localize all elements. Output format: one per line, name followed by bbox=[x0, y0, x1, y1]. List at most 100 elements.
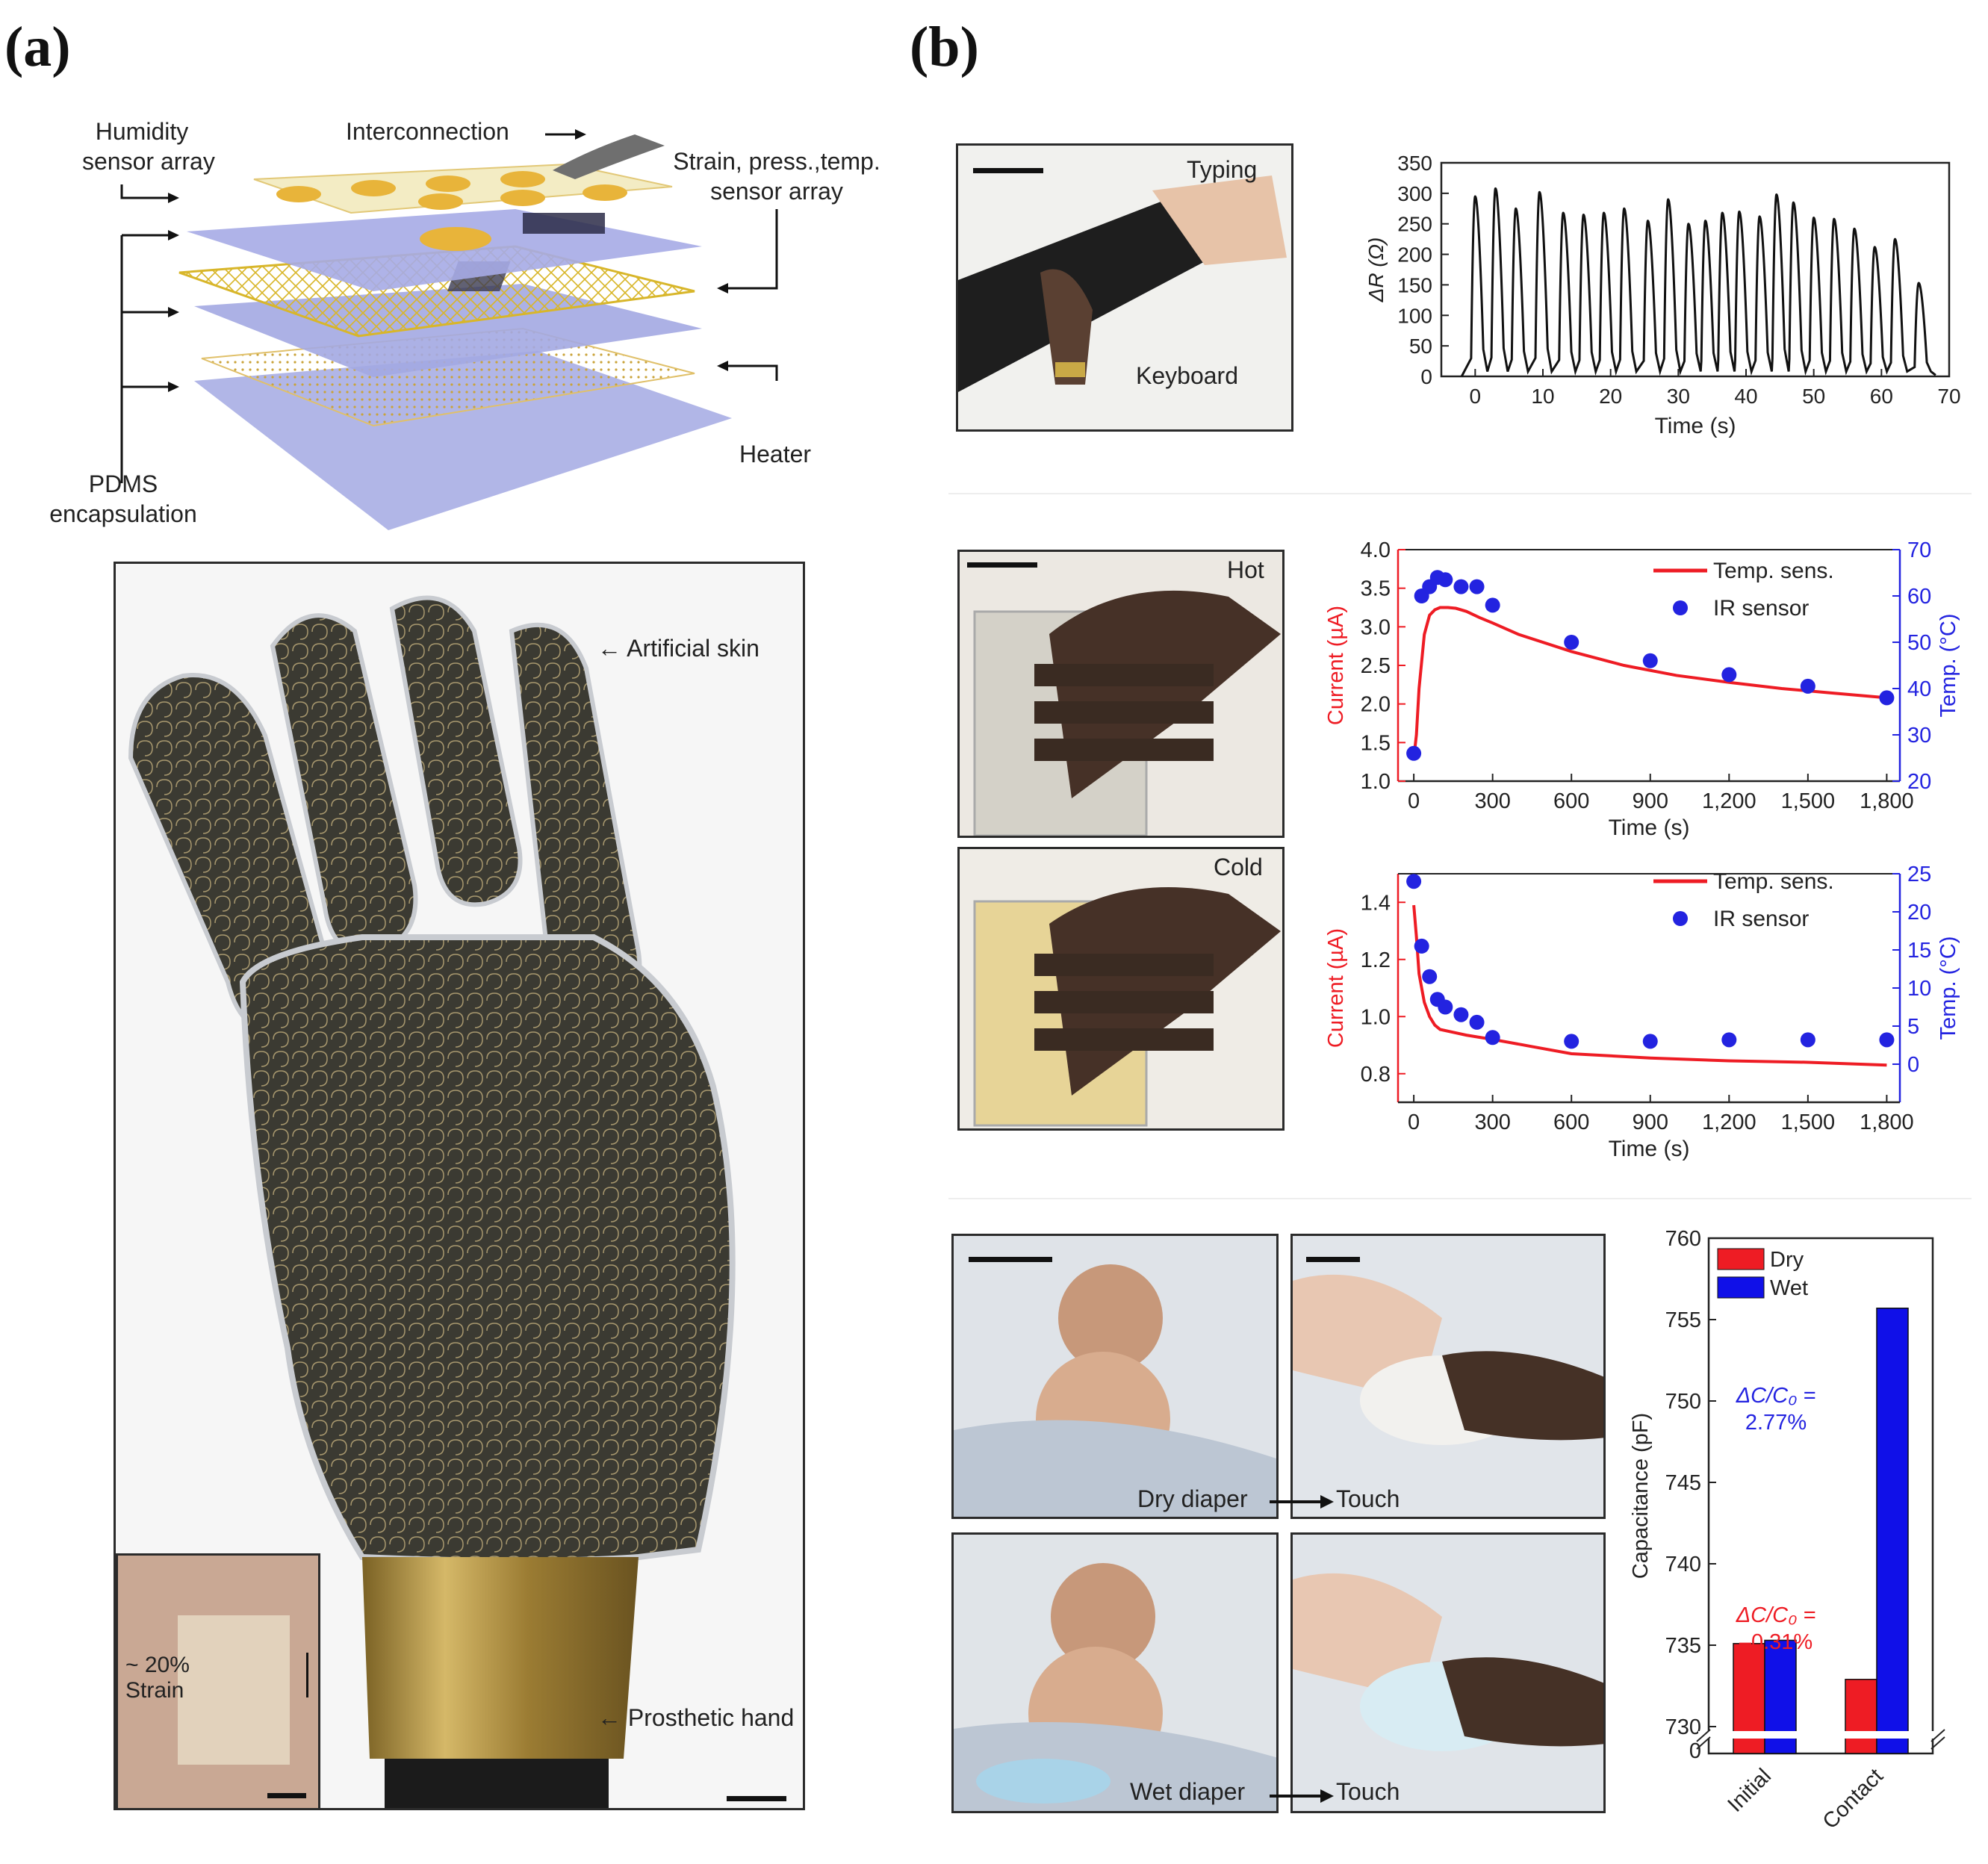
axis-break-band bbox=[1698, 1731, 1943, 1739]
humidity-label: Humidity sensor array bbox=[82, 118, 215, 175]
y-right-tick-label: 15 bbox=[1907, 939, 1931, 963]
wet-touch-arrow bbox=[1270, 1789, 1334, 1803]
bar-dry-contact bbox=[1845, 1679, 1877, 1754]
layer-stack-diagram bbox=[120, 129, 778, 530]
heater-label: Heater bbox=[739, 441, 812, 467]
ir-sensor-point bbox=[1564, 635, 1579, 650]
legend-wet-label: Wet bbox=[1770, 1276, 1808, 1300]
y-tick-label: 1.4 bbox=[1361, 891, 1391, 915]
x-axis-label: Time (s) bbox=[1609, 1137, 1690, 1161]
x-axis-label: Time (s) bbox=[1655, 414, 1736, 438]
x-tick-label: 0 bbox=[1470, 385, 1482, 408]
ir-sensor-point bbox=[1564, 1034, 1579, 1049]
diaper-scalebar-1 bbox=[969, 1257, 1052, 1262]
plot-frame bbox=[1440, 161, 1951, 378]
y-tick-label: 760 bbox=[1665, 1227, 1701, 1251]
annotation-dry-delta: ΔC/C₀ = bbox=[1736, 1603, 1816, 1627]
ir-sensor-point bbox=[1438, 572, 1453, 588]
x-tick-label: 1,200 bbox=[1702, 1110, 1756, 1134]
x-tick-label: 40 bbox=[1734, 385, 1757, 408]
x-tick-label: 1,200 bbox=[1702, 789, 1756, 813]
touch-bottom-label: Touch bbox=[1336, 1778, 1400, 1805]
y-right-axis-label: Temp. (°C) bbox=[1936, 936, 1960, 1040]
y-tick-label: 1.0 bbox=[1361, 770, 1391, 794]
y-tick-label: 740 bbox=[1665, 1553, 1701, 1576]
y-right-tick-label: 0 bbox=[1907, 1053, 1919, 1077]
legend-ir-sensor-swatch bbox=[1673, 911, 1688, 926]
ir-sensor-point bbox=[1800, 678, 1815, 694]
y-tick-label: 50 bbox=[1409, 335, 1432, 358]
x-tick-label: 70 bbox=[1937, 385, 1960, 408]
dry-touch-photo: Touch bbox=[1290, 1234, 1606, 1519]
ir-sensor-point bbox=[1642, 653, 1658, 668]
y-tick-label: 1.2 bbox=[1361, 948, 1391, 972]
strain-sensor-label: Strain, press.,temp. sensor array bbox=[673, 148, 880, 205]
typing-scalebar bbox=[973, 168, 1043, 173]
y-right-tick-label: 40 bbox=[1907, 677, 1931, 701]
y-tick-label: 735 bbox=[1665, 1634, 1701, 1658]
x-tick-label: 50 bbox=[1802, 385, 1825, 408]
x-tick-label: 300 bbox=[1474, 1110, 1510, 1134]
y-tick-label: 0.8 bbox=[1361, 1063, 1391, 1087]
prosthetic-hand-photo: ~ 20% Strain bbox=[114, 562, 805, 1810]
y-right-tick-label: 60 bbox=[1907, 585, 1931, 609]
ir-sensor-point bbox=[1469, 579, 1485, 594]
x-tick-label: 1,500 bbox=[1781, 789, 1836, 813]
ir-sensor-point bbox=[1721, 1032, 1737, 1048]
x-tick-label: 900 bbox=[1633, 1110, 1668, 1134]
bar-wet-contact bbox=[1876, 1307, 1909, 1754]
legend-dry-label: Dry bbox=[1770, 1248, 1804, 1272]
hand-scalebar bbox=[727, 1796, 786, 1801]
ir-sensor-point bbox=[1453, 579, 1469, 594]
temp-sens-series-line bbox=[1412, 606, 1887, 759]
inset-strain-label: ~ 20% Strain bbox=[125, 1653, 190, 1703]
ir-sensor-point bbox=[1485, 1030, 1500, 1046]
dry-diaper-doll-photo: Dry diaper bbox=[951, 1234, 1279, 1519]
x-tick-label: Initial bbox=[1723, 1764, 1776, 1817]
y-tick-label: 300 bbox=[1397, 182, 1432, 205]
plot-frame bbox=[1707, 1237, 1934, 1755]
diaper-scalebar-2 bbox=[1306, 1257, 1360, 1262]
axis-break-mark bbox=[1930, 1736, 1945, 1750]
y-tick-label: 0 bbox=[1420, 365, 1432, 388]
ir-sensor-point bbox=[1642, 1034, 1658, 1049]
y-axis-label: Current (µA) bbox=[1324, 928, 1348, 1048]
keyboard-label: Keyboard bbox=[1136, 362, 1238, 389]
y-tick-label: 755 bbox=[1665, 1308, 1701, 1332]
ir-sensor-point bbox=[1422, 969, 1438, 984]
inset-scalebar bbox=[267, 1793, 306, 1798]
ir-sensor-point bbox=[1721, 667, 1737, 683]
panel-label-b: (b) bbox=[910, 16, 979, 78]
y-right-tick-label: 10 bbox=[1907, 977, 1931, 1001]
y-tick-label: 1.5 bbox=[1361, 731, 1391, 755]
x-tick-label: 600 bbox=[1553, 1110, 1589, 1134]
ir-sensor-point bbox=[1438, 999, 1453, 1015]
x-tick-label: Contact bbox=[1818, 1764, 1888, 1833]
y-tick-label: 750 bbox=[1665, 1390, 1701, 1414]
legend-dry-swatch bbox=[1717, 1248, 1765, 1270]
hot-photo: Hot bbox=[957, 550, 1285, 838]
legend-temp-sens-label: Temp. sens. bbox=[1713, 869, 1834, 894]
legend-ir-sensor-label: IR sensor bbox=[1713, 596, 1809, 621]
touch-top-label: Touch bbox=[1336, 1485, 1400, 1512]
resistance-series-line bbox=[1460, 187, 1936, 377]
x-tick-label: 10 bbox=[1531, 385, 1554, 408]
y-tick-label: 250 bbox=[1397, 213, 1432, 236]
y-axis-label: ΔR (Ω) bbox=[1364, 237, 1388, 303]
axis-break-mark bbox=[1930, 1729, 1945, 1742]
hot-scalebar bbox=[967, 562, 1037, 568]
y-tick-label: 3.0 bbox=[1361, 615, 1391, 639]
y-axis-label: Capacitance (pF) bbox=[1629, 1413, 1653, 1579]
legend-ir-sensor-label: IR sensor bbox=[1713, 907, 1809, 931]
dry-touch-arrow bbox=[1270, 1495, 1334, 1509]
x-axis-label: Time (s) bbox=[1609, 816, 1690, 840]
x-tick-label: 30 bbox=[1667, 385, 1690, 408]
y-right-tick-label: 70 bbox=[1907, 538, 1931, 562]
y-tick-label: 730 bbox=[1665, 1715, 1701, 1739]
y-right-tick-label: 20 bbox=[1907, 901, 1931, 925]
y-tick-label: 3.5 bbox=[1361, 577, 1391, 601]
x-tick-label: 1,500 bbox=[1781, 1110, 1836, 1134]
panel-label-a: (a) bbox=[4, 16, 71, 78]
legend-temp-sens-label: Temp. sens. bbox=[1713, 559, 1834, 583]
y-tick-label: 350 bbox=[1397, 152, 1432, 175]
